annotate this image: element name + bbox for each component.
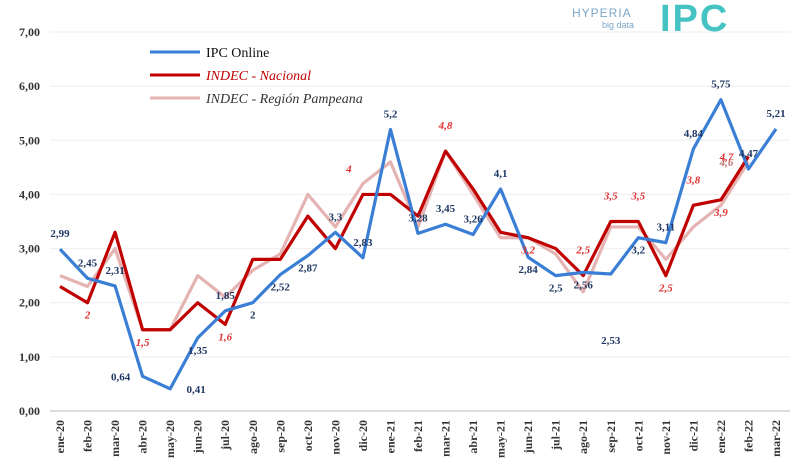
x-tick-label: oct-21 [631, 420, 645, 451]
x-tick-label: may-21 [494, 420, 508, 458]
legend-label: INDEC - Nacional [205, 69, 311, 84]
y-tick-label: 0,00 [19, 404, 40, 418]
data-label: 2,87 [298, 263, 318, 275]
data-label: 3,11 [657, 222, 676, 234]
data-label: 0,41 [187, 384, 206, 396]
data-label: 4,1 [494, 168, 508, 180]
x-tick-label: ene-22 [714, 420, 728, 453]
x-tick-label: jul-21 [549, 420, 563, 451]
data-label: 2,83 [353, 237, 373, 249]
data-label: 3,28 [408, 212, 428, 224]
data-label: 2,84 [519, 264, 539, 276]
x-tick-label: feb-21 [411, 420, 425, 452]
data-label: 1,5 [136, 337, 150, 349]
data-label: 4,6 [719, 157, 734, 169]
data-label: 2 [250, 310, 256, 322]
data-label: 2,53 [601, 335, 621, 347]
y-tick-label: 3,00 [19, 242, 40, 256]
x-tick-label: mar-21 [439, 420, 453, 457]
x-tick-label: sep-20 [273, 420, 287, 453]
data-label: 3,2 [520, 245, 535, 257]
data-label: 2,45 [78, 257, 98, 269]
legend-label: IPC Online [206, 46, 269, 61]
data-label: 1,35 [188, 345, 208, 357]
hyperia-logo: HYPERIA big data [572, 6, 635, 30]
x-tick-label: abr-20 [136, 420, 150, 454]
x-tick-label: may-20 [163, 420, 177, 458]
y-tick-label: 4,00 [19, 187, 40, 201]
data-label: 0,64 [111, 371, 131, 383]
x-tick-label: mar-20 [108, 420, 122, 457]
y-tick-label: 6,00 [19, 79, 40, 93]
data-label: 2 [84, 310, 91, 322]
data-label: 3,9 [713, 207, 728, 219]
x-tick-label: sep-21 [604, 420, 618, 453]
x-tick-label: ago-20 [246, 420, 260, 454]
x-tick-label: ene-21 [383, 420, 397, 453]
x-tick-label: abr-21 [466, 420, 480, 454]
x-tick-label: feb-20 [81, 420, 95, 452]
x-tick-label: oct-20 [301, 420, 315, 451]
data-label: 3,26 [463, 213, 483, 225]
x-tick-label: mar-22 [769, 420, 783, 457]
data-label: 4,84 [684, 128, 704, 140]
data-label: 2,99 [50, 228, 70, 240]
data-label: 3,2 [631, 245, 645, 257]
data-label: 1,6 [218, 331, 232, 343]
x-tick-label: jun-20 [191, 420, 205, 454]
x-tick-label: jul-20 [218, 420, 232, 451]
x-tick-label: dic-20 [356, 420, 370, 451]
data-label: 2,31 [105, 265, 124, 277]
x-tick-label: dic-21 [686, 420, 700, 451]
x-tick-label: nov-21 [659, 420, 673, 455]
data-label: 4,47 [739, 148, 759, 160]
data-label: 5,2 [384, 108, 398, 120]
series-line-indec-nacional [59, 149, 750, 332]
data-label: 2,52 [271, 282, 291, 294]
x-tick-label: ago-21 [576, 420, 590, 454]
x-tick-label: ene-20 [53, 420, 67, 453]
y-tick-label: 2,00 [19, 296, 40, 310]
legend-label: INDEC - Región Pampeana [205, 92, 363, 107]
x-tick-label: feb-22 [741, 420, 755, 452]
data-label: 3,3 [329, 211, 343, 223]
data-label: 3,5 [603, 191, 618, 203]
data-label: 2,56 [574, 279, 594, 291]
data-label: 1,85 [216, 290, 236, 302]
x-tick-label: nov-20 [328, 420, 342, 455]
y-tick-label: 1,00 [19, 350, 40, 364]
data-label: 4,7 [719, 152, 734, 164]
data-label: 2,5 [575, 245, 590, 257]
data-label: 4,8 [438, 120, 453, 132]
ipc-logo: IPC [660, 0, 730, 40]
data-label: 5,21 [766, 108, 785, 120]
x-tick-label: jun-21 [521, 420, 535, 454]
series-line-indec-regi-n-pampeana [59, 149, 750, 332]
data-label: 3,45 [436, 203, 456, 215]
data-label: 4 [345, 163, 352, 175]
data-label: 2,5 [658, 283, 673, 295]
series-line-ipc-online [58, 98, 778, 391]
data-label: 2,5 [549, 283, 563, 295]
y-tick-label: 7,00 [19, 25, 40, 39]
data-label: 3,8 [686, 174, 701, 186]
data-label: 5,75 [711, 79, 731, 91]
data-label: 3,5 [630, 191, 645, 203]
y-tick-label: 5,00 [19, 133, 40, 147]
